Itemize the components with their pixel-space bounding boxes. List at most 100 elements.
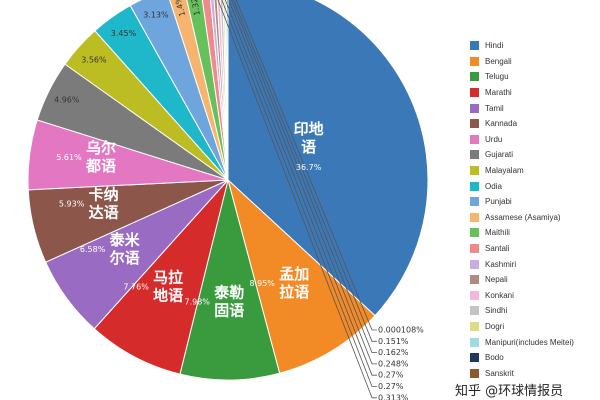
slice-name-label: 泰勒 xyxy=(213,284,244,302)
legend-item[interactable]: Tamil xyxy=(470,100,598,116)
leader-line xyxy=(235,0,377,331)
slice-name-label: 乌尔 xyxy=(86,139,116,157)
slice-value-label: 0.27% xyxy=(378,371,404,380)
legend-label: Bodo xyxy=(485,353,504,363)
legend-swatch xyxy=(470,368,479,378)
slice-value-label: 6.58% xyxy=(80,245,106,254)
legend-item[interactable]: Bodo xyxy=(470,350,598,366)
slice-value-label: 7.98% xyxy=(184,298,210,307)
legend-swatch xyxy=(470,275,479,285)
slice-punjabi xyxy=(129,0,229,181)
slice-santali xyxy=(201,0,229,181)
slice-name-label: 拉语 xyxy=(279,283,309,301)
legend-label: Sindhi xyxy=(485,306,508,316)
slice-name-label: 卡纳 xyxy=(89,186,119,204)
slice-name-label: 固语 xyxy=(214,302,244,320)
legend-item[interactable]: Kannada xyxy=(470,116,598,132)
legend-swatch xyxy=(470,212,479,222)
legend-swatch xyxy=(470,353,479,363)
legend-item[interactable]: Marathi xyxy=(470,85,598,101)
legend-item[interactable]: Kashmiri xyxy=(470,256,598,272)
slice-name-label: 达语 xyxy=(89,204,119,222)
slice-value-label: 8.95% xyxy=(249,279,275,288)
legend-label: Telugu xyxy=(485,72,509,82)
legend-item[interactable]: Sanskrit xyxy=(470,365,598,381)
slice-name-label: 孟加 xyxy=(279,265,309,283)
legend-label: Gujarati xyxy=(485,150,514,160)
legend-item[interactable]: Manipuri(includes Meitei) xyxy=(470,334,598,350)
legend-swatch xyxy=(470,259,479,269)
legend-swatch xyxy=(470,181,479,191)
slice-value-label: 0.151% xyxy=(378,337,409,346)
slice-value-label: 0.248% xyxy=(378,359,409,368)
legend-item[interactable]: Telugu xyxy=(470,69,598,85)
legend-label: Bengali xyxy=(485,56,512,66)
legend-item[interactable]: Gujarati xyxy=(470,147,598,163)
slice-hindi xyxy=(227,0,429,317)
slice-name-label: 尔语 xyxy=(110,249,140,267)
legend-swatch xyxy=(470,337,479,347)
legend-item[interactable]: Assamese (Asamiya) xyxy=(470,210,598,226)
slice-konkani xyxy=(216,0,229,181)
slice-dogri xyxy=(222,0,229,181)
legend-item[interactable]: Hindi xyxy=(470,38,598,54)
slice-value-label: 0.000108% xyxy=(378,326,424,335)
slice-value-label: 3.56% xyxy=(81,55,107,64)
legend-label: Maithili xyxy=(485,228,510,238)
slice-value-label: 5.93% xyxy=(59,200,85,209)
legend-label: Kashmiri xyxy=(485,259,517,269)
slice-value-label: 7.76% xyxy=(123,283,149,292)
legend-item[interactable]: Bengali xyxy=(470,54,598,70)
legend-label: Odia xyxy=(485,181,502,191)
leader-line xyxy=(231,0,377,354)
legend-swatch xyxy=(470,119,479,129)
slice-nepali xyxy=(213,0,229,181)
legend-label: Urdu xyxy=(485,134,503,144)
legend-item[interactable]: Sindhi xyxy=(470,303,598,319)
legend-label: Kannada xyxy=(485,119,518,129)
slice-kashmiri xyxy=(210,0,229,181)
legend-item[interactable]: Malayalam xyxy=(470,163,598,179)
slice-value-label: 5.61% xyxy=(56,153,82,162)
legend-label: Dogri xyxy=(485,321,505,331)
slice-name-label: 都语 xyxy=(85,157,116,175)
legend-label: Marathi xyxy=(485,88,512,98)
leader-line xyxy=(228,0,377,365)
legend-item[interactable]: Urdu xyxy=(470,132,598,148)
legend-swatch xyxy=(470,290,479,300)
legend-label: Santali xyxy=(485,244,510,254)
leader-lines xyxy=(217,0,377,399)
legend-swatch xyxy=(470,103,479,113)
legend-label: Punjabi xyxy=(485,197,512,207)
slice-telugu xyxy=(179,179,281,381)
legend-item[interactable]: Nepali xyxy=(470,272,598,288)
slice-value-label: 3.13% xyxy=(143,11,169,20)
slice-name-label: 印地 xyxy=(294,120,324,138)
slice-value-label: 1.32% xyxy=(188,0,202,16)
slice-name-label: 马拉 xyxy=(153,269,183,287)
leader-line xyxy=(217,0,377,399)
legend-swatch xyxy=(470,306,479,316)
legend-item[interactable]: Odia xyxy=(470,178,598,194)
legend-label: Tamil xyxy=(485,103,504,113)
legend: Hindi Bengali Telugu Marathi Tamil Kannada Urd… xyxy=(470,38,598,381)
leader-line xyxy=(224,0,377,376)
pie-slices xyxy=(27,0,429,381)
legend-swatch xyxy=(470,197,479,207)
legend-label: Manipuri(includes Meitei) xyxy=(485,337,574,347)
slice-marathi xyxy=(93,179,229,375)
legend-item[interactable]: Maithili xyxy=(470,225,598,241)
legend-swatch xyxy=(470,228,479,238)
legend-item[interactable]: Punjabi xyxy=(470,194,598,210)
legend-label: Konkani xyxy=(485,290,514,300)
legend-label: Nepali xyxy=(485,275,508,285)
legend-swatch xyxy=(470,150,479,160)
legend-item[interactable]: Santali xyxy=(470,241,598,257)
legend-item[interactable]: Konkani xyxy=(470,288,598,304)
slice-value-label: 3.45% xyxy=(111,29,137,38)
legend-item[interactable]: Dogri xyxy=(470,319,598,335)
slice-value-label: 0.313% xyxy=(378,393,409,400)
legend-label: Sanskrit xyxy=(485,368,514,378)
